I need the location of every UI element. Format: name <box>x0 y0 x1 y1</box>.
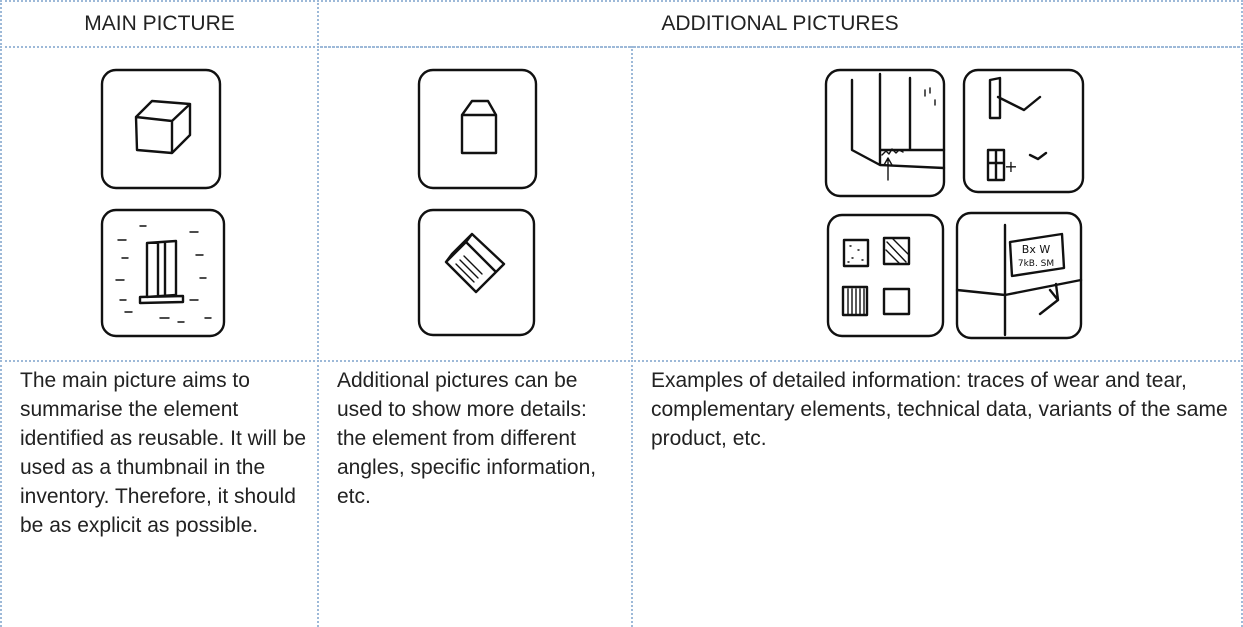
sketches: + Bx W 7kB. SM <box>100 68 1085 340</box>
sketch-box-front <box>417 68 538 190</box>
description-cell: The main picture aims to summarise the e… <box>0 360 319 627</box>
sketch-window <box>100 208 226 338</box>
header-text: MAIN PICTURE <box>84 12 235 35</box>
sketch-label: + <box>1004 157 1017 176</box>
sketch-label: 7kB. SM <box>1018 259 1054 269</box>
sketch-wear <box>824 68 946 198</box>
sketch-box-tilted <box>417 208 536 337</box>
sketch-handle: + <box>962 68 1085 194</box>
description-cell: Examples of detailed information: traces… <box>631 360 1243 627</box>
sketch-label-plate: Bx W 7kB. SM <box>955 211 1083 340</box>
sketch-textures <box>826 213 945 338</box>
sketch-box <box>100 68 222 190</box>
sketch-label: Bx W <box>1022 243 1051 256</box>
description-cell: Additional pictures can be used to show … <box>317 360 633 627</box>
header-text: ADDITIONAL PICTURES <box>661 12 899 35</box>
